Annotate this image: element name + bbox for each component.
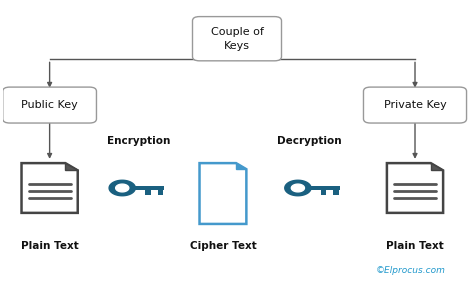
Polygon shape — [236, 163, 246, 169]
FancyBboxPatch shape — [136, 186, 164, 190]
Bar — [321, 190, 327, 195]
Text: ©Elprocus.com: ©Elprocus.com — [375, 266, 445, 276]
Bar — [334, 190, 339, 195]
Polygon shape — [387, 163, 443, 213]
Text: Cipher Text: Cipher Text — [190, 241, 256, 251]
Bar — [158, 190, 164, 195]
Polygon shape — [109, 180, 136, 196]
FancyBboxPatch shape — [3, 87, 97, 123]
Polygon shape — [431, 163, 443, 170]
FancyBboxPatch shape — [364, 87, 466, 123]
Text: Encryption: Encryption — [107, 136, 170, 146]
Polygon shape — [292, 184, 304, 192]
Text: Couple of
Keys: Couple of Keys — [210, 27, 264, 51]
Text: Public Key: Public Key — [21, 100, 78, 110]
Polygon shape — [21, 163, 78, 213]
Polygon shape — [285, 180, 311, 196]
Text: Private Key: Private Key — [383, 100, 447, 110]
Text: Plain Text: Plain Text — [21, 241, 79, 251]
FancyBboxPatch shape — [311, 186, 340, 190]
Bar — [145, 190, 151, 195]
Text: Decryption: Decryption — [277, 136, 342, 146]
Polygon shape — [116, 184, 129, 192]
Polygon shape — [200, 163, 246, 224]
Polygon shape — [65, 163, 78, 170]
FancyBboxPatch shape — [192, 17, 282, 61]
Text: Plain Text: Plain Text — [386, 241, 444, 251]
